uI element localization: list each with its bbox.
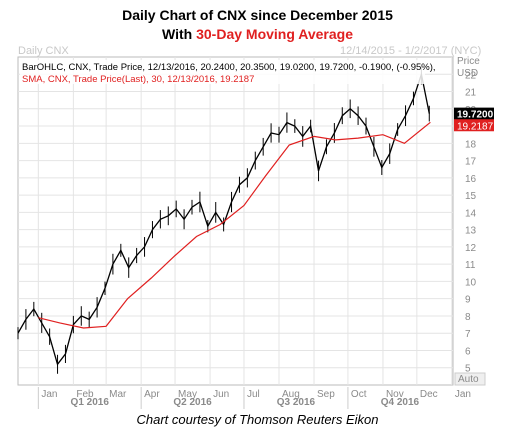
subtitle-highlight: 30-Day Moving Average — [196, 26, 353, 42]
y-tick-label: 10 — [465, 277, 477, 288]
x-tick-label: Jan — [41, 389, 57, 400]
x-tick-label: Dec — [420, 389, 438, 400]
y-tick-label: 7 — [465, 329, 471, 340]
sma-line — [38, 121, 431, 329]
plot-area — [17, 56, 454, 386]
x-tick-label: Feb — [76, 389, 94, 400]
x-tick-label: May — [178, 389, 197, 400]
x-tick-label: Jan — [455, 389, 471, 400]
legend-background — [20, 60, 425, 84]
caption: Chart courtesy of Thomson Reuters Eikon — [136, 412, 379, 427]
y-tick-label: 16 — [465, 174, 477, 185]
legend-sma: SMA, CNX, Trade Price(Last), 30, 12/13/2… — [22, 74, 254, 85]
quarter-label: Q2 2016 — [173, 397, 212, 408]
y-tick-label: 5 — [465, 364, 471, 375]
y-tick-label: 12 — [465, 243, 477, 254]
y-tick-label: 8 — [465, 312, 471, 323]
last-price-badge — [454, 107, 494, 120]
subtitle-prefix: With — [162, 26, 197, 42]
y-tick-label: 11 — [465, 260, 476, 271]
x-tick-label: Apr — [144, 389, 160, 400]
y-tick-label: 22 — [465, 70, 477, 81]
legend-price: BarOHLC, CNX, Trade Price, 12/13/2016, 2… — [22, 62, 436, 73]
last-price-label: 19.7200 — [457, 110, 494, 121]
y-tick-label: 17 — [465, 157, 477, 168]
y-tick-label: 14 — [465, 208, 477, 219]
x-tick-label: Jun — [213, 389, 229, 400]
x-tick-label: Sep — [317, 389, 335, 400]
sma-badge — [454, 119, 494, 132]
price-chart: 5678910111213141516171819202122PriceUSDA… — [17, 56, 494, 409]
x-tick-label: Jul — [247, 389, 260, 400]
y-tick-label: 18 — [465, 139, 477, 150]
chart-subtitle: With 30-Day Moving Average — [0, 26, 515, 42]
y-tick-label: 9 — [465, 295, 471, 306]
quarter-label: Q1 2016 — [71, 397, 110, 408]
y-tick-label: 21 — [465, 88, 477, 99]
y-tick-label: 6 — [465, 346, 471, 357]
chart-header-daterange: 12/14/2015 - 1/2/2017 (NYC) — [340, 45, 482, 57]
x-tick-label: Aug — [282, 389, 300, 400]
quarter-label: Q4 2016 — [381, 397, 420, 408]
x-tick-label: Nov — [386, 389, 404, 400]
auto-scale-label: Auto — [458, 374, 479, 385]
auto-scale-box — [454, 372, 486, 386]
y-tick-label: 15 — [465, 191, 477, 202]
sma-value-label: 19.2187 — [457, 121, 494, 132]
y-tick-label: 13 — [465, 226, 477, 237]
x-tick-label: Mar — [109, 389, 127, 400]
y-axis-label: Price — [457, 56, 480, 67]
chart-header-symbol: Daily CNX — [18, 45, 69, 57]
y-axis-unit: USD — [457, 68, 478, 79]
quarter-label: Q3 2016 — [277, 397, 316, 408]
x-tick-label: Oct — [351, 389, 367, 400]
chart-title: Daily Chart of CNX since December 2015 — [122, 7, 393, 23]
